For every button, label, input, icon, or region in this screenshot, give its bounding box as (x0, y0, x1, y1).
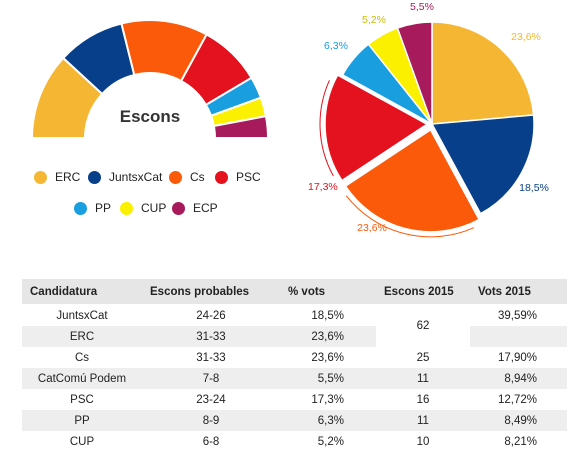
cell-vots-2015: 8,49% (470, 410, 567, 431)
cell-escons-2015: 11 (376, 368, 470, 389)
legend-item-cup: CUP (120, 201, 166, 215)
chart-title: Escons (120, 107, 180, 126)
cell-candidatura: CUP (22, 431, 142, 452)
cell-pct-vots: 6,3% (280, 410, 376, 431)
pie-slice-3 (344, 128, 481, 233)
legend-item-psc: PSC (215, 170, 261, 184)
legend-item-cs: Cs (169, 170, 205, 184)
table-row: Cs 31-33 23,6% 25 17,90% (22, 347, 567, 368)
cell-pct-vots: 5,2% (280, 431, 376, 452)
cell-vots-2015: 39,59% (470, 304, 567, 326)
pie-data-label-1: 23,6% (511, 31, 541, 43)
cell-vots-2015: 8,21% (470, 431, 567, 452)
legend-label: PP (95, 201, 112, 215)
pie-data-label-2: 18,5% (519, 182, 549, 194)
cell-escons-2015: 62 (376, 304, 470, 347)
results-table-container: Candidatura Escons probables% vots Escons … (22, 279, 567, 452)
cell-escons-probables: 31-33 (142, 347, 280, 368)
table-row: PP 8-9 6,3% 11 8,49% (22, 410, 567, 431)
pie-slice-4 (324, 74, 429, 182)
table-row: CUP 6-8 5,2% 10 8,21% (22, 431, 567, 452)
legend-swatch (34, 170, 47, 184)
legend-item-pp: PP (74, 201, 111, 215)
header-candidatura: Candidatura (22, 279, 142, 305)
cell-candidatura: PSC (22, 389, 142, 410)
cell-candidatura: PP (22, 410, 142, 431)
cell-vots-2015: 12,72% (470, 389, 567, 410)
cell-vots-2015: 8,94% (470, 368, 567, 389)
legend-item-erc: ERC (34, 170, 80, 184)
legend-swatch (74, 201, 87, 215)
pie-data-label-7: 5,5% (410, 1, 434, 13)
cell-escons-2015: 10 (376, 431, 470, 452)
cell-pct-vots: 5,5% (280, 368, 376, 389)
cell-pct-vots: 23,6% (280, 326, 376, 347)
cell-escons-2015: 25 (376, 347, 470, 368)
table-row: CatComú Podem 7-8 5,5% 11 8,94% (22, 368, 567, 389)
legend-label: CUP (141, 201, 167, 215)
results-table: Candidatura Escons probables% vots Escons … (22, 279, 567, 452)
pie-data-label-3: 23,6% (357, 222, 387, 234)
cell-candidatura: ERC (22, 326, 142, 347)
pie-slice-2 (430, 114, 535, 215)
pie-slice-7 (396, 21, 433, 125)
table-row: ERC 31-33 23,6% (22, 326, 567, 347)
cell-candidatura: CatComú Podem (22, 368, 142, 389)
cell-escons-probables: 6-8 (142, 431, 280, 452)
legend-label: PSC (236, 170, 261, 184)
cell-pct-vots: 23,6% (280, 347, 376, 368)
legend-label: Cs (190, 170, 205, 184)
cell-vots-2015: 17,90% (470, 347, 567, 368)
pie-data-label-4: 17,3% (308, 181, 338, 193)
legend-swatch (215, 170, 228, 184)
legend-item-ecp: ECP (172, 201, 218, 215)
cell-candidatura: JuntsxCat (22, 304, 142, 326)
header-escons-probables: Escons probables (142, 279, 280, 305)
table-header-row: Candidatura Escons probables% vots Escons … (22, 279, 567, 305)
pie-slice-highlight-4 (319, 80, 334, 177)
pie-data-label-5: 6,3% (324, 40, 348, 52)
header-pct-vots: % vots (280, 279, 376, 305)
cell-pct-vots: 17,3% (280, 389, 376, 410)
legend-item-juntsxcat: JuntsxCat (88, 170, 162, 184)
cell-candidatura: Cs (22, 347, 142, 368)
seat-slice-ecp (212, 114, 270, 139)
pie-slice-highlight-3 (345, 195, 475, 238)
legend-swatch (169, 170, 182, 184)
legend-label: JuntsxCat (109, 170, 163, 184)
table-row: JuntsxCat 24-26 18,5% 62 39,59% (22, 304, 567, 347)
pie-data-label-6: 5,2% (362, 14, 386, 26)
legend-swatch (88, 170, 101, 184)
pie-slice-1 (431, 21, 535, 125)
legend-label: ERC (55, 170, 81, 184)
header-vots-2015: Vots 2015 (470, 279, 567, 305)
cell-pct-vots: 18,5% (280, 304, 376, 326)
cell-vots-2015 (470, 326, 567, 347)
vote-share-pie-chart: 23,6% 18,5% 23,6% 17,3% 6,3% 5,2% 5,5% (308, 1, 549, 238)
cell-escons-2015: 11 (376, 410, 470, 431)
legend-swatch (120, 201, 133, 215)
header-escons-2015: Escons 2015 (376, 279, 470, 305)
legend-label: ECP (193, 201, 218, 215)
cell-escons-probables: 7-8 (142, 368, 280, 389)
cell-escons-probables: 8-9 (142, 410, 280, 431)
table-row: PSC 23-24 17,3% 16 12,72% (22, 389, 567, 410)
seats-semicircle-chart: Escons (30, 19, 270, 139)
cell-escons-probables: 23-24 (142, 389, 280, 410)
cell-escons-probables: 31-33 (142, 326, 280, 347)
cell-escons-2015: 16 (376, 389, 470, 410)
cell-escons-probables: 24-26 (142, 304, 280, 326)
legend-swatch (172, 201, 185, 215)
